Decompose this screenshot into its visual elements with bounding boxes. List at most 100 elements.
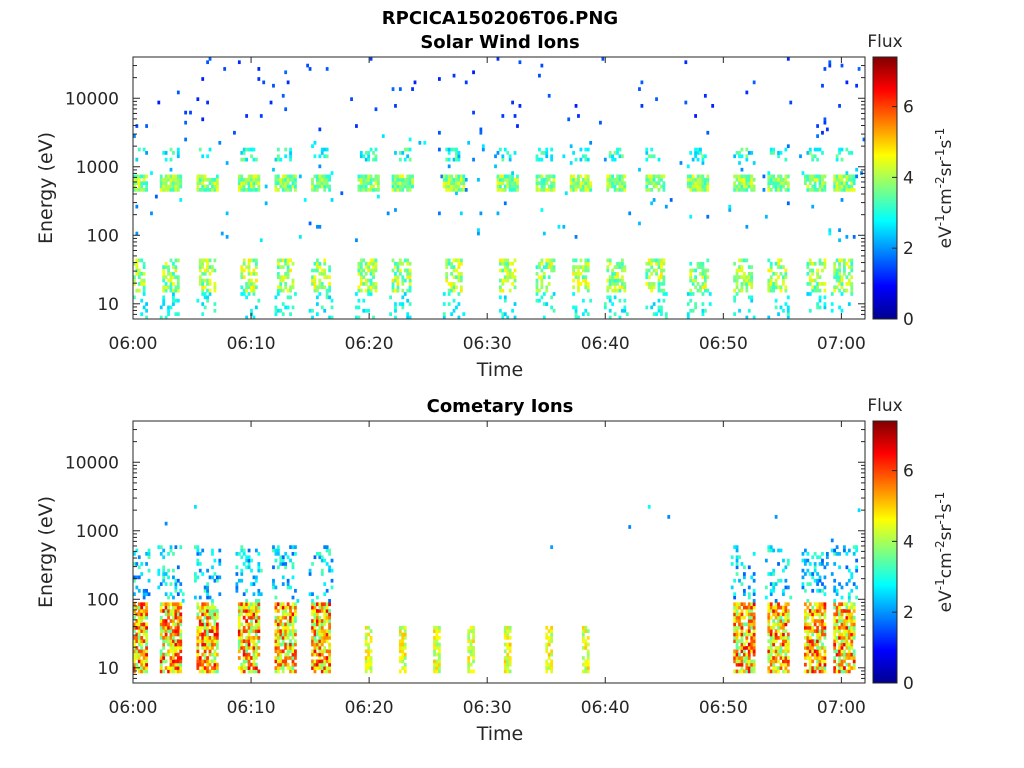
heatmap-cell [816, 662, 819, 667]
heatmap-cell [289, 615, 292, 620]
heatmap-cell [467, 632, 471, 637]
heatmap-cell [816, 605, 819, 610]
heatmap-cell [276, 662, 280, 667]
heatmap-cell [252, 575, 256, 580]
heatmap-cell [808, 649, 812, 654]
heatmap-cell [294, 656, 297, 660]
heatmap-cell [372, 315, 375, 320]
heatmap-cell [786, 602, 790, 607]
heatmap-cell [508, 157, 512, 162]
heatmap-cell [318, 642, 322, 647]
heatmap-cell [752, 666, 756, 670]
heatmap-cell [137, 669, 141, 674]
heatmap-cell [286, 181, 290, 185]
heatmap-cell [550, 265, 554, 269]
heatmap-cell [174, 298, 178, 303]
heatmap-cell [772, 285, 776, 290]
heatmap-cell [286, 605, 290, 610]
heatmap-cell [745, 181, 749, 185]
heatmap-cell [206, 612, 209, 617]
heatmap-cell [140, 646, 144, 650]
heatmap-cell [847, 662, 851, 667]
heatmap-cell [316, 174, 319, 179]
heatmap-cell [813, 154, 817, 159]
heatmap-cell [808, 275, 812, 280]
heatmap-cell [401, 625, 405, 630]
heatmap-cell [511, 282, 514, 286]
heatmap-cell [816, 632, 819, 637]
heatmap-cell [823, 188, 827, 192]
heatmap-cell [308, 308, 312, 313]
heatmap-cell [816, 282, 819, 286]
heatmap-cell [133, 605, 136, 610]
heatmap-cell [838, 275, 841, 280]
heatmap-cell [240, 188, 244, 192]
heatmap-cell [747, 308, 751, 313]
heatmap-cell [855, 595, 859, 600]
heatmap-cell [699, 285, 702, 290]
heatmap-cell [286, 258, 290, 263]
heatmap-cell [496, 57, 500, 61]
heatmap-cell [169, 275, 173, 280]
heatmap-cell [325, 67, 329, 71]
heatmap-cell [586, 265, 590, 269]
heatmap-cell [577, 288, 580, 293]
heatmap-cell [545, 662, 549, 667]
heatmap-cell [369, 669, 373, 674]
heatmap-cell [508, 154, 512, 159]
heatmap-cell [823, 662, 827, 667]
heatmap-cell [359, 275, 363, 280]
heatmap-cell [250, 282, 253, 286]
heatmap-cell [169, 666, 173, 670]
heatmap-cell [250, 285, 253, 290]
heatmap-cell [847, 578, 851, 583]
heatmap-cell [411, 177, 414, 182]
heatmap-cell [538, 73, 541, 78]
heatmap-cell [164, 622, 168, 627]
heatmap-cell [318, 625, 322, 630]
heatmap-cell [623, 308, 627, 313]
heatmap-cell [323, 271, 327, 276]
heatmap-cell [206, 288, 209, 293]
heatmap-cell [279, 656, 283, 660]
heatmap-cell [142, 188, 146, 192]
heatmap-cell [255, 632, 258, 637]
heatmap-cell [574, 181, 578, 185]
heatmap-cell [845, 602, 849, 607]
heatmap-cell [147, 592, 151, 597]
heatmap-cell [821, 588, 824, 593]
heatmap-cell [840, 275, 844, 280]
heatmap-cell [367, 151, 371, 155]
heatmap-cell [501, 278, 505, 283]
heatmap-cell [686, 184, 690, 189]
heatmap-cell [172, 629, 175, 633]
heatmap-cell [777, 285, 780, 290]
heatmap-cell [806, 612, 810, 617]
heatmap-cell [472, 110, 475, 115]
heatmap-cell [811, 632, 815, 637]
heatmap-cell [162, 275, 166, 280]
heatmap-cell [274, 622, 278, 627]
heatmap-cell [313, 261, 317, 266]
heatmap-cell [611, 157, 615, 162]
heatmap-cell [172, 298, 175, 303]
heatmap-cell [852, 181, 856, 185]
heatmap-cell [818, 575, 822, 580]
heatmap-cell [691, 282, 695, 286]
heatmap-cell [782, 184, 785, 189]
heatmap-cell [745, 177, 749, 182]
heatmap-cell [562, 224, 566, 229]
heatmap-cell [323, 619, 327, 623]
heatmap-cell [735, 629, 739, 633]
heatmap-cell [137, 605, 141, 610]
heatmap-cell [501, 312, 505, 316]
heatmap-cell [325, 174, 329, 179]
heatmap-cell [774, 622, 778, 627]
heatmap-cell [662, 282, 666, 286]
heatmap-cell [311, 282, 314, 286]
heatmap-cell [840, 174, 844, 179]
heatmap-cell [169, 288, 173, 293]
heatmap-cell [752, 602, 756, 607]
heatmap-cell [318, 285, 322, 290]
heatmap-cell [833, 548, 837, 553]
